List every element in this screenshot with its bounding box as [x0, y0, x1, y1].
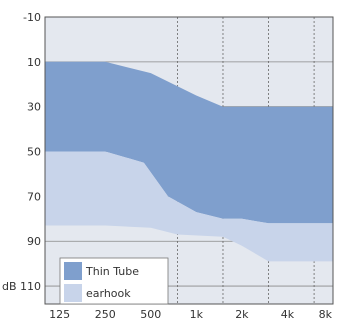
legend-swatch-earhook: [64, 284, 82, 302]
y-tick-label: dB 110: [2, 280, 41, 293]
y-tick-label: 50: [27, 146, 41, 159]
x-tick-label: 125: [49, 308, 70, 321]
area-layer: [45, 61, 333, 262]
y-tick-label: 10: [27, 56, 41, 69]
x-tick-label: 500: [140, 308, 161, 321]
series-area-thin-tube: [45, 61, 333, 224]
y-tick-label: 30: [27, 101, 41, 114]
axis-layer: -10 10 30 50 70 90 dB 110 125 250 500 1k 2k 4k 8k: [2, 11, 333, 321]
series-area-earhook: [45, 151, 333, 262]
y-tick-label: -10: [23, 11, 41, 24]
x-tick-label: 1k: [190, 308, 204, 321]
legend-swatch-thin-tube: [64, 262, 82, 280]
x-tick-label: 2k: [235, 308, 249, 321]
plot-border: [44, 16, 334, 305]
legend-label-earhook: earhook: [86, 287, 131, 300]
y-tick-label: 90: [27, 235, 41, 248]
x-tick-label: 8k: [319, 308, 333, 321]
x-tick-label: 4k: [281, 308, 295, 321]
x-tick-label: 250: [95, 308, 116, 321]
y-tick-label: 70: [27, 190, 41, 203]
legend-label-thin-tube: Thin Tube: [85, 265, 139, 278]
legend: Thin Tube earhook: [59, 257, 169, 305]
